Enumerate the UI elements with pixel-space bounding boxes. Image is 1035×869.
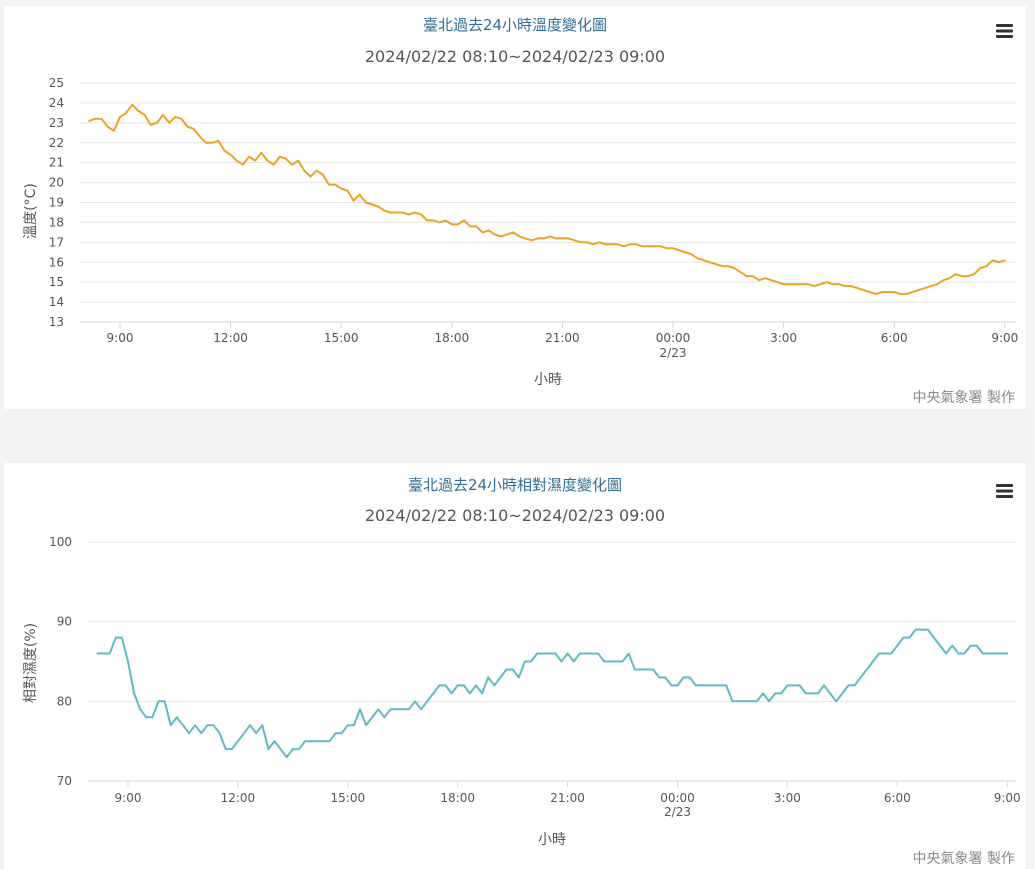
y-axis-title: 相對濕度(%) [23, 623, 39, 703]
y-tick-label: 70 [57, 774, 72, 788]
x-tick-label: 21:00 [545, 331, 580, 345]
y-axis-title: 溫度(°C) [23, 183, 39, 239]
x-tick-label: 3:00 [774, 791, 801, 805]
hamburger-menu-icon [996, 24, 1013, 38]
temperature-chart-panel: 臺北過去24小時溫度變化圖 2024/02/22 08:10~2024/02/2… [4, 6, 1026, 409]
chart-title: 臺北過去24小時相對濕度變化圖 [408, 476, 622, 494]
x-tick-label: 9:00 [115, 791, 142, 805]
x-tick-label: 18:00 [440, 791, 475, 805]
x-tick-label: 6:00 [881, 331, 908, 345]
y-tick-label: 13 [49, 315, 64, 329]
y-tick-label: 17 [49, 235, 64, 249]
y-tick-label: 90 [57, 615, 72, 629]
chart-subtitle: 2024/02/22 08:10~2024/02/23 09:00 [365, 506, 665, 525]
y-tick-label: 80 [57, 694, 72, 708]
y-tick-label: 15 [49, 275, 64, 289]
hamburger-menu-icon [996, 484, 1013, 498]
x-tick-label: 9:00 [994, 791, 1021, 805]
x-tick-label: 9:00 [107, 331, 134, 345]
chart-credit: 中央氣象署 製作 [913, 390, 1015, 406]
x-tick-label: 00:00 [660, 791, 695, 805]
y-tick-label: 24 [49, 96, 64, 110]
chart-title: 臺北過去24小時溫度變化圖 [423, 16, 607, 34]
y-tick-label: 25 [49, 76, 64, 90]
x-tick-label: 9:00 [991, 331, 1018, 345]
x-axis-title: 小時 [534, 372, 562, 388]
x-tick-label: 3:00 [770, 331, 797, 345]
y-tick-label: 14 [49, 295, 64, 309]
y-tick-label: 22 [49, 136, 64, 150]
x-tick-label: 12:00 [221, 791, 256, 805]
y-tick-label: 21 [49, 156, 64, 170]
chart-menu-button[interactable] [992, 480, 1016, 502]
x-tick-label: 15:00 [331, 791, 366, 805]
series-line[interactable] [96, 628, 1009, 759]
chart-subtitle: 2024/02/22 08:10~2024/02/23 09:00 [365, 47, 665, 66]
chart-credit: 中央氣象署 製作 [913, 851, 1015, 867]
humidity-chart: 臺北過去24小時相對濕度變化圖 2024/02/22 08:10~2024/02… [23, 476, 1021, 867]
x-tick-label: 12:00 [213, 331, 248, 345]
x-tick-label: 21:00 [550, 791, 585, 805]
temperature-chart: 臺北過去24小時溫度變化圖 2024/02/22 08:10~2024/02/2… [23, 16, 1018, 406]
y-tick-label: 18 [49, 215, 64, 229]
x-tick-label: 15:00 [324, 331, 359, 345]
series-line[interactable] [88, 103, 1006, 296]
y-tick-label: 100 [49, 535, 72, 549]
x-tick-date-label: 2/23 [660, 346, 687, 360]
x-tick-label: 00:00 [656, 331, 691, 345]
x-tick-label: 6:00 [884, 791, 911, 805]
x-tick-label: 18:00 [435, 331, 470, 345]
x-tick-date-label: 2/23 [664, 805, 691, 819]
y-tick-label: 23 [49, 116, 64, 130]
humidity-chart-panel: 臺北過去24小時相對濕度變化圖 2024/02/22 08:10~2024/02… [4, 463, 1026, 869]
y-tick-label: 16 [49, 255, 64, 269]
y-tick-label: 20 [49, 176, 64, 190]
y-tick-label: 19 [49, 196, 64, 210]
chart-menu-button[interactable] [992, 20, 1016, 42]
x-axis-title: 小時 [538, 832, 566, 848]
